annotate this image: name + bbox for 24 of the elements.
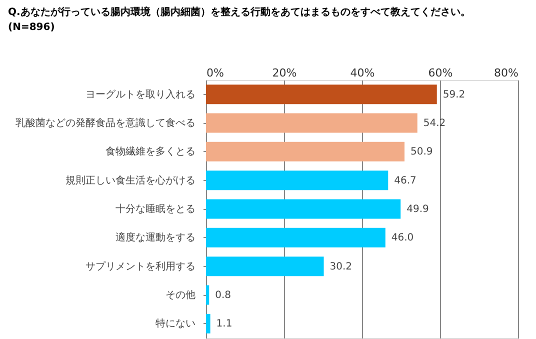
data-label: 46.7 bbox=[394, 175, 416, 186]
y-tick-label: 乳酸菌などの発酵食品を意識して食べる bbox=[16, 117, 196, 129]
chart-title: Q.あなたが行っている腸内環境（腸内細菌）を整える行動をあてはまるものをすべて教えてください。 bbox=[8, 6, 470, 18]
data-label: 1.1 bbox=[216, 318, 232, 330]
y-tick-label: サプリメントを利用する bbox=[86, 260, 196, 272]
x-tick-label: 80% bbox=[494, 66, 518, 80]
y-tick-label: ヨーグルトを取り入れる bbox=[86, 88, 196, 100]
x-tick-label: 0% bbox=[206, 66, 224, 80]
y-tick-label: 食物繊維を多くとる bbox=[106, 146, 196, 158]
text: (N=896) bbox=[8, 22, 55, 33]
data-label: 50.9 bbox=[410, 146, 433, 158]
y-tick-label: 適度な運動をする bbox=[116, 232, 196, 244]
x-tick-label: 40% bbox=[350, 66, 375, 80]
y-tick-label: 規則正しい食生活を心がける bbox=[66, 174, 196, 186]
data-label: 49.9 bbox=[406, 204, 429, 215]
x-tick-label: 20% bbox=[272, 66, 297, 80]
x-tick-label: 60% bbox=[428, 66, 453, 80]
data-label: 0.8 bbox=[215, 290, 232, 301]
data-label: 46.0 bbox=[391, 232, 414, 244]
y-tick-label: 十分な睡眠をとる bbox=[116, 203, 196, 215]
data-label: 59.2 bbox=[442, 89, 466, 100]
y-tick-label: その他 bbox=[166, 289, 196, 301]
y-tick-label: 特にない bbox=[156, 318, 196, 330]
data-label: 30.2 bbox=[330, 261, 352, 272]
